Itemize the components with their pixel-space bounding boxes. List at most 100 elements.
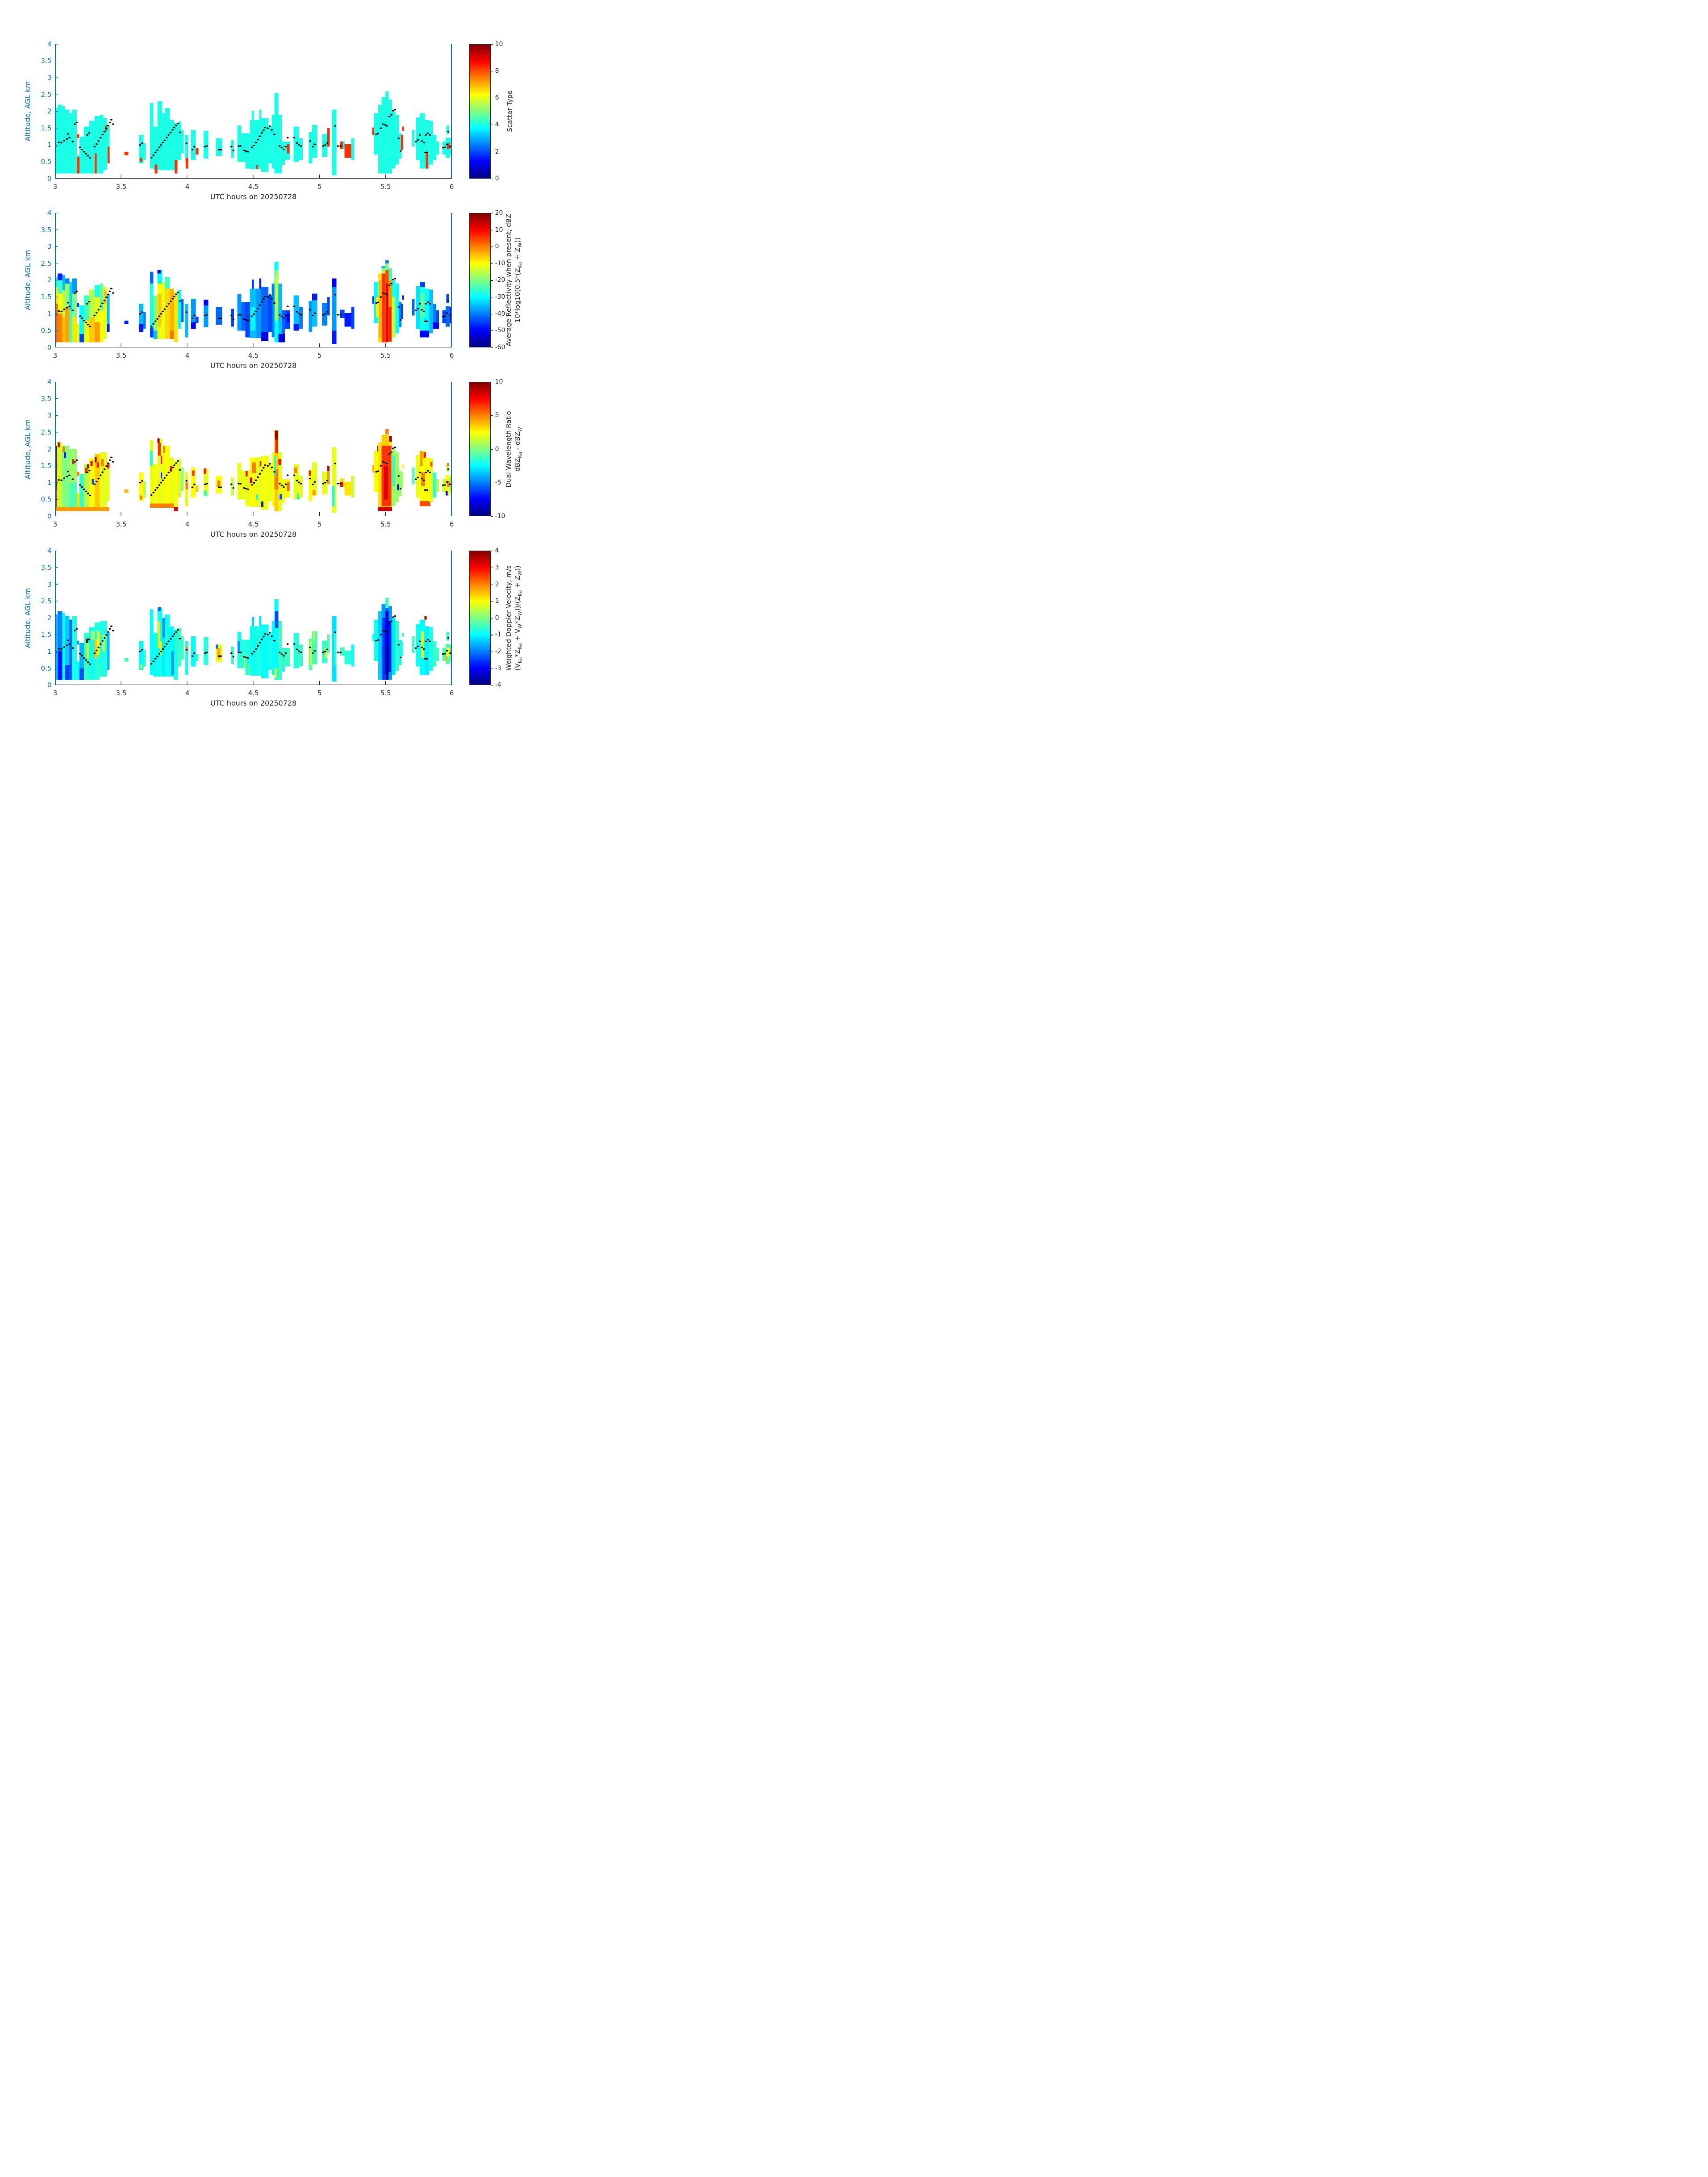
echo-cell [446,294,449,303]
level-dot-marker [312,483,314,485]
colorbar-title-line: (VKa*ZKa + VW*ZW))/(ZKa + ZW)) [513,565,523,671]
echo-cell [420,330,430,338]
echo-cell [446,125,449,134]
level-dot-marker [238,145,240,147]
level-dot-marker [155,658,157,660]
level-dot-marker [444,146,447,148]
echo-cell [340,482,343,487]
y-tick-label: 4 [47,547,52,555]
x-tick-label: 4.5 [248,689,259,698]
level-dot-marker [339,652,342,654]
echo-cell [287,482,290,491]
echo-cell [216,307,222,325]
colorbar-tick-label: -30 [495,293,505,301]
level-dot-marker [255,142,257,143]
echo-cell [84,464,90,511]
level-dot-marker [109,290,111,292]
level-dot-marker [419,303,422,305]
echo-cell [416,624,420,667]
x-tick-label: 4 [185,520,190,529]
level-dot-marker [384,461,387,464]
echo-cell [293,324,299,331]
level-dot-marker [444,315,447,317]
echo-cell [104,290,107,304]
level-dot-marker [81,655,84,657]
echo-cell [158,607,161,611]
x-tick-label: 5 [317,351,322,359]
echo-cell [256,165,258,169]
echo-cell [170,466,172,472]
y-tick-label: 0.5 [41,495,52,504]
echo-cell [100,114,104,174]
level-dot-marker [377,301,380,303]
echo-cell [58,104,63,174]
echo-cell [245,639,251,675]
echo-cell [433,304,437,329]
echo-cell [382,273,385,343]
level-dot-marker [152,323,155,325]
y-tick-label: 1.5 [41,462,52,470]
echo-cell [245,133,251,169]
echo-cell [392,111,396,169]
level-dot-marker [313,143,316,145]
level-dot-marker [96,481,98,483]
echo-cell [153,330,158,339]
level-dot-marker [280,653,283,655]
level-dot-marker [380,127,382,129]
level-dot-marker [89,494,92,497]
level-dot-marker [384,631,387,632]
level-dot-marker [429,303,431,305]
echo-cell [274,469,279,489]
echo-cell [344,313,351,327]
echo-cell [245,471,251,506]
level-dot-marker [109,459,111,461]
level-dot-marker [86,303,89,305]
echo-cell [402,464,405,469]
echo-cell [436,648,439,661]
level-dot-marker [175,124,178,126]
echo-cell [378,442,382,511]
echo-cell [95,454,100,511]
level-dot-marker [83,657,85,659]
level-dot-marker [375,471,378,473]
echo-cell [389,307,392,341]
echo-cell [139,641,144,670]
level-dot-marker [449,314,452,317]
echo-cell [297,493,300,500]
echo-cell [278,334,285,343]
level-dot-marker [68,137,71,138]
echo-cell [436,141,439,155]
level-dot-marker [66,476,68,478]
echo-cell [231,477,234,496]
x-axis-label: UTC hours on 20250728 [210,192,297,201]
level-dot-marker [324,313,327,315]
level-dot-marker [88,132,91,134]
echo-cell [399,302,402,327]
echo-cell [268,633,272,670]
level-dot-marker [171,297,174,300]
level-dot-marker [158,484,161,486]
y-tick-label: 4 [47,378,52,386]
level-dot-marker [193,483,196,485]
level-dot-marker [390,283,393,284]
level-dot-marker [110,456,113,459]
level-dot-marker [324,144,327,146]
level-dot-marker [245,488,247,490]
colorbar-title-line: Average Reflectivity when present, dBZ [504,213,513,347]
level-dot-marker [112,461,115,463]
echo-cell [204,130,209,159]
echo-cell [241,639,246,669]
level-dot-marker [63,477,66,479]
echo-cell [385,260,389,263]
level-dot-marker [105,465,108,467]
echo-cell [309,470,313,501]
level-dot-marker [269,294,271,296]
level-dot-marker [109,628,111,630]
colorbar-tick-label: 10 [495,226,503,234]
echo-cell [261,501,264,507]
level-dot-marker [298,650,301,652]
level-dot-marker [163,646,166,648]
level-dot-marker [243,149,246,151]
level-dot-marker [139,482,142,484]
echo-cell [282,141,285,165]
